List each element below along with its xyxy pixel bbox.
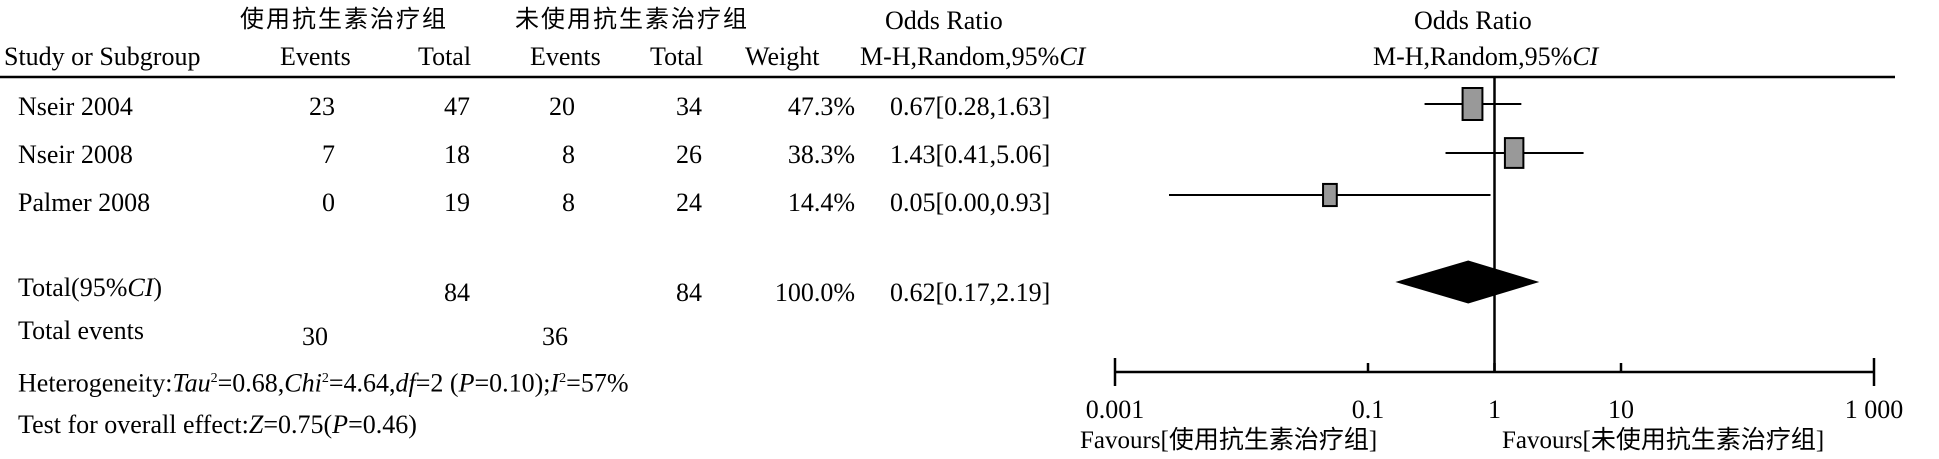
plot-layer: 0.001 0.1 1 10 1 000 bbox=[1086, 77, 1904, 424]
or-column-title: Odds Ratio bbox=[885, 6, 1003, 35]
col-weight-header: Weight bbox=[745, 42, 820, 71]
overall-z-value: =0.75( bbox=[263, 410, 333, 439]
weight-cell: 14.4% bbox=[787, 188, 855, 217]
events2-cell: 8 bbox=[562, 188, 575, 217]
pooled-diamond bbox=[1395, 260, 1540, 304]
col-total1-header: Total bbox=[418, 42, 472, 71]
weight-cell: 38.3% bbox=[787, 140, 855, 169]
x-axis-tick-label: 1 000 bbox=[1845, 395, 1904, 424]
or-ci-cell: 0.67[0.28,1.63] bbox=[890, 92, 1051, 121]
x-axis-tick-label: 10 bbox=[1608, 395, 1634, 424]
total2-cell: 84 bbox=[676, 278, 702, 307]
heterogeneity-line: Heterogeneity:Tau2=0.68,Chi2=4.64,df=2 (… bbox=[18, 364, 629, 399]
col-events2-header: Events bbox=[530, 42, 601, 71]
total-label-end: ) bbox=[153, 273, 163, 302]
group1-header: 使用抗生素治疗组 bbox=[240, 5, 448, 33]
x-axis-tick-label: 0.1 bbox=[1352, 395, 1385, 424]
study-name: Palmer 2008 bbox=[18, 188, 151, 217]
total-or-ci-cell: 0.62[0.17,2.19] bbox=[890, 278, 1051, 307]
het-tau-label: Tau bbox=[172, 368, 211, 398]
method-text: M-H,Random,95% bbox=[860, 42, 1060, 71]
het-chi-label: Chi bbox=[284, 368, 322, 398]
overall-p-value: =0.46) bbox=[348, 410, 417, 439]
het-chi-value: =4.64, bbox=[328, 368, 396, 398]
col-study-header: Study or Subgroup bbox=[4, 42, 201, 71]
total1-cell: 84 bbox=[444, 278, 470, 307]
or-ci-cell: 0.05[0.00,0.93] bbox=[890, 188, 1051, 217]
het-df-label: df bbox=[395, 368, 416, 398]
het-prefix: Heterogeneity: bbox=[18, 368, 173, 398]
plot-method-text: M-H,Random,95% bbox=[1373, 42, 1573, 71]
total2-cell: 24 bbox=[676, 188, 702, 217]
het-chi-sup: 2 bbox=[321, 371, 329, 386]
total1-cell: 18 bbox=[444, 140, 470, 169]
or-ci-cell: 1.43[0.41,5.06] bbox=[890, 140, 1051, 169]
study-name: Nseir 2004 bbox=[18, 92, 133, 121]
total-events-label: Total events bbox=[18, 316, 144, 345]
total-label: Total(95%CI) bbox=[18, 273, 162, 303]
het-tau-sup: 2 bbox=[210, 371, 218, 386]
events2-cell: 20 bbox=[549, 92, 575, 121]
x-axis-tick-label: 1 bbox=[1488, 395, 1501, 424]
events2-cell: 8 bbox=[562, 140, 575, 169]
method-header: M-H,Random,95%CI bbox=[860, 42, 1085, 72]
plot-method-header: M-H,Random,95%CI bbox=[1373, 42, 1598, 72]
total1-cell: 19 bbox=[444, 188, 470, 217]
col-total2-header: Total bbox=[650, 42, 704, 71]
total-events2: 36 bbox=[542, 322, 568, 351]
total2-cell: 34 bbox=[676, 92, 702, 121]
het-i-sup: 2 bbox=[559, 371, 567, 386]
weight-cell: 47.3% bbox=[787, 92, 855, 121]
col-events1-header: Events bbox=[280, 42, 351, 71]
het-i-value: =57% bbox=[566, 368, 629, 398]
total2-cell: 26 bbox=[676, 140, 702, 169]
total-label-ci: CI bbox=[127, 273, 154, 302]
total-weight-cell: 100.0% bbox=[774, 278, 855, 307]
x-axis-tick-label: 0.001 bbox=[1086, 395, 1145, 424]
overall-effect-line: Test for overall effect:Z=0.75(P=0.46) bbox=[18, 410, 417, 440]
total1-cell: 47 bbox=[444, 92, 470, 121]
plot-method-ci-text: CI bbox=[1572, 42, 1599, 71]
study-weight-box bbox=[1503, 137, 1525, 169]
het-df-value: =2 ( bbox=[415, 368, 459, 398]
het-p-value: =0.10); bbox=[474, 368, 551, 398]
overall-p-label: P bbox=[332, 410, 349, 439]
events1-cell: 23 bbox=[309, 92, 335, 121]
study-weight-box bbox=[1322, 182, 1338, 208]
events1-cell: 7 bbox=[322, 140, 335, 169]
total-label-text: Total(95% bbox=[18, 273, 128, 302]
overall-prefix: Test for overall effect: bbox=[18, 410, 249, 439]
plot-title: Odds Ratio bbox=[1414, 6, 1532, 35]
study-weight-box bbox=[1461, 87, 1484, 121]
study-name: Nseir 2008 bbox=[18, 140, 133, 169]
het-p-label: P bbox=[458, 368, 475, 398]
group2-header: 未使用抗生素治疗组 bbox=[515, 5, 749, 33]
events1-cell: 0 bbox=[322, 188, 335, 217]
het-i-label: I bbox=[550, 368, 560, 398]
total-events1: 30 bbox=[302, 322, 328, 351]
favours-right-label: Favours[未使用抗生素治疗组] bbox=[1502, 427, 1825, 454]
method-ci-text: CI bbox=[1059, 42, 1086, 71]
het-tau-value: =0.68, bbox=[217, 368, 285, 398]
favours-left-label: Favours[使用抗生素治疗组] bbox=[1080, 427, 1378, 454]
overall-z-label: Z bbox=[248, 410, 264, 439]
